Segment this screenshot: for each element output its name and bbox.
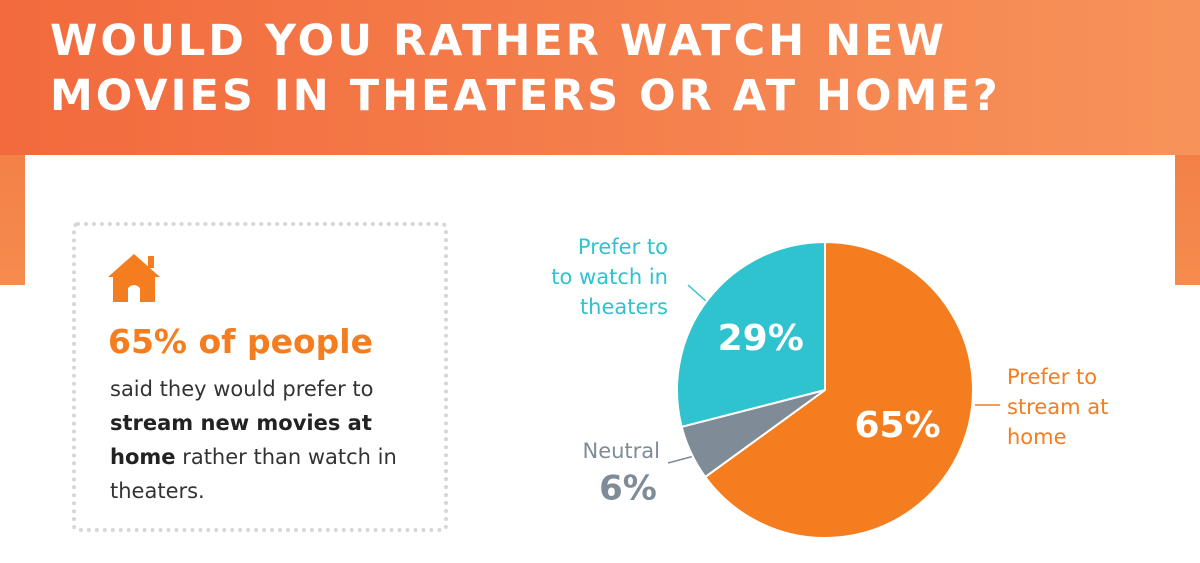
callout-text: rather than watch in theaters. <box>110 445 397 503</box>
slice-label: Prefer to to watch in theaters <box>551 235 668 319</box>
value-label: 65% <box>854 405 940 446</box>
pie-slice <box>703 240 974 539</box>
header-band <box>0 0 1200 155</box>
slice-label: Neutral <box>582 439 660 463</box>
callout-headline: 65% of people <box>108 322 373 361</box>
value-label: 6% <box>599 469 657 509</box>
callout-box <box>72 222 448 532</box>
title: WOULD YOU RATHER WATCH NEW MOVIES IN THE… <box>50 16 1001 121</box>
house-icon <box>108 254 160 302</box>
callout-text: said they would prefer to <box>110 377 374 401</box>
callout-text: stream new movies at home <box>110 411 372 469</box>
slice-label: Prefer to stream at home <box>1007 365 1109 449</box>
value-label: 29% <box>718 318 804 359</box>
pie-slice <box>676 240 826 429</box>
callout-body: said they would prefer to stream new mov… <box>110 372 410 508</box>
